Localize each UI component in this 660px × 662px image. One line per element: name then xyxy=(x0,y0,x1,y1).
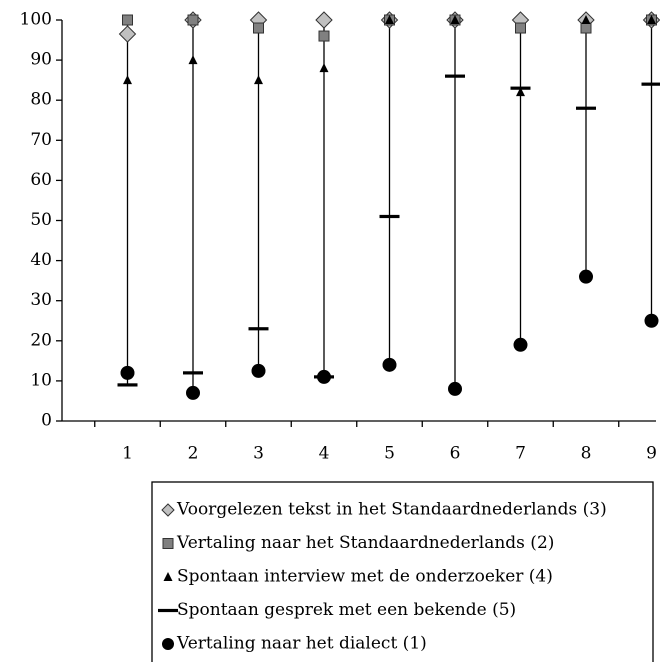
point xyxy=(118,25,137,43)
point xyxy=(450,15,460,24)
x-tick-label: 1 xyxy=(122,444,133,464)
y-tick-label: 90 xyxy=(30,50,52,70)
legend-box xyxy=(151,481,654,662)
point xyxy=(515,22,526,34)
legend-marker xyxy=(158,608,178,613)
point xyxy=(445,74,465,78)
x-tick-label: 3 xyxy=(253,444,264,464)
point xyxy=(581,15,591,24)
point xyxy=(644,313,659,328)
point xyxy=(123,75,132,85)
point xyxy=(448,381,462,396)
point xyxy=(318,30,330,42)
point xyxy=(647,15,656,24)
x-tick-label: 8 xyxy=(581,444,592,464)
legend-label: Spontaan gesprek met een bekende (5) xyxy=(177,600,516,620)
point xyxy=(579,269,593,284)
y-tick-label: 30 xyxy=(30,290,52,310)
point xyxy=(580,22,592,34)
x-tick-label: 2 xyxy=(188,444,199,464)
point xyxy=(382,357,397,372)
point xyxy=(186,385,200,400)
legend-label: Voorgelezen tekst in het Standaardnederl… xyxy=(176,500,607,520)
point xyxy=(641,82,660,86)
point xyxy=(188,55,198,65)
point xyxy=(379,214,400,219)
legend-marker xyxy=(163,572,173,581)
y-tick-label: 80 xyxy=(30,90,52,110)
point xyxy=(317,369,331,384)
x-tick-label: 4 xyxy=(319,444,330,464)
point xyxy=(315,11,333,29)
point xyxy=(183,371,203,375)
legend-label: Spontaan interview met de onderzoeker (4… xyxy=(177,567,553,587)
point xyxy=(251,363,266,378)
legend-marker xyxy=(162,538,174,549)
point xyxy=(319,63,329,73)
y-tick-label: 100 xyxy=(20,10,52,30)
y-tick-label: 40 xyxy=(30,250,52,270)
point xyxy=(516,87,525,97)
x-tick-label: 9 xyxy=(646,444,657,464)
point xyxy=(385,15,394,24)
point xyxy=(117,383,138,387)
point xyxy=(253,22,264,34)
x-tick-label: 6 xyxy=(450,444,461,464)
y-tick-label: 60 xyxy=(30,170,52,190)
legend-marker xyxy=(161,503,175,517)
point xyxy=(576,106,596,110)
y-tick-label: 50 xyxy=(30,210,52,230)
legend-label: Vertaling naar het dialect (1) xyxy=(176,634,427,654)
y-tick-label: 10 xyxy=(30,370,52,390)
x-tick-label: 5 xyxy=(384,444,395,464)
point xyxy=(122,14,133,26)
point xyxy=(248,327,269,331)
legend-label: Vertaling naar het Standaardnederlands (… xyxy=(176,533,554,553)
point xyxy=(187,14,199,26)
point xyxy=(120,365,135,380)
point xyxy=(254,75,263,85)
y-tick-label: 20 xyxy=(30,330,52,350)
x-tick-label: 7 xyxy=(515,444,526,464)
point xyxy=(510,86,531,90)
y-tick-label: 70 xyxy=(30,130,52,150)
point xyxy=(513,337,528,352)
y-tick-label: 0 xyxy=(41,411,52,431)
legend-marker xyxy=(162,638,174,650)
